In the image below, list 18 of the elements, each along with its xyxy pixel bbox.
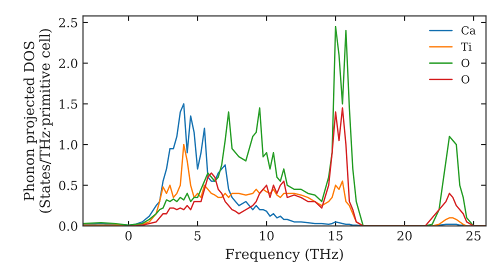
y-tick-label: 1.0	[60, 140, 78, 150]
y-axis-title: Phonon projected DOS (States/THz·primitive cell)	[24, 29, 53, 213]
y-tick-label: 0.5	[59, 180, 78, 190]
x-tick-label: 15	[329, 231, 343, 240]
legend-label: Ca	[461, 26, 476, 35]
legend-label: O	[461, 58, 470, 68]
x-tick-label: 25	[466, 231, 481, 240]
y-tick-label: 2.5	[59, 18, 78, 28]
legend-label: Ti	[460, 42, 472, 51]
x-tick-label: 5	[194, 231, 201, 240]
legend-label: O	[461, 75, 470, 84]
y-tick-label: 0.0	[59, 221, 78, 231]
y-tick-label: 2.0	[59, 58, 78, 68]
y-tick-label: 1.5	[60, 99, 78, 109]
x-tick-label: 20	[397, 231, 412, 240]
x-axis-title: Frequency (THz)	[226, 248, 343, 262]
x-tick-label: 10	[260, 231, 274, 240]
x-tick-label: 0	[125, 231, 132, 240]
